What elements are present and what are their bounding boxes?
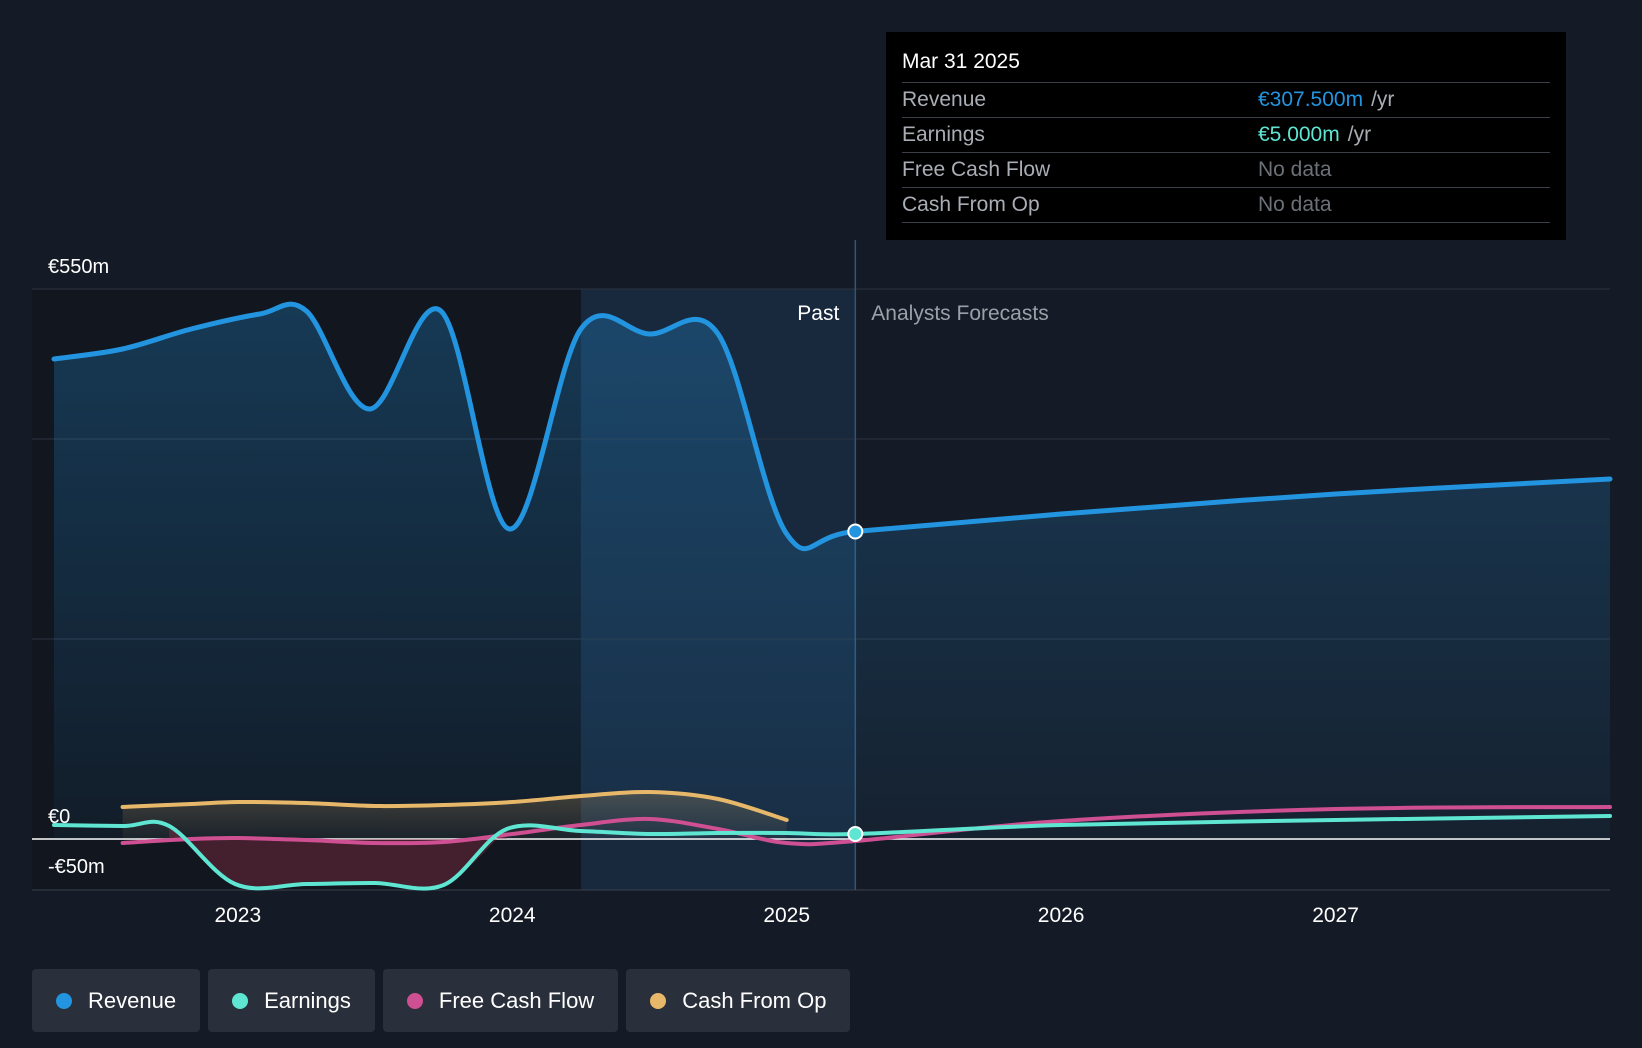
tooltip-row-revenue: Revenue €307.500m /yr <box>902 82 1550 117</box>
y-axis-label-zero: €0 <box>48 806 70 828</box>
legend-item-revenue[interactable]: Revenue <box>32 969 201 1032</box>
revenue-line <box>51 301 1613 552</box>
x-tick-label: 2023 <box>214 904 261 927</box>
legend-label: Revenue <box>88 987 177 1013</box>
tooltip-unit: /yr <box>1347 123 1372 146</box>
tooltip-row-cash-from-op: Cash From Op No data <box>902 187 1550 223</box>
legend-dot-icon <box>232 992 249 1009</box>
tooltip-value: No data <box>1258 193 1332 216</box>
legend-dot-icon <box>56 992 72 1009</box>
tooltip-date: Mar 31 2025 <box>902 50 1020 73</box>
y-axis-label-top: €550m <box>48 256 109 278</box>
x-tick-label: 2025 <box>763 904 810 927</box>
tooltip-label: Revenue <box>902 88 987 111</box>
revenue-area <box>54 304 1610 839</box>
x-tick-label: 2027 <box>1312 904 1359 927</box>
earnings-highlight-point <box>847 826 864 842</box>
y-axis-label-bottom: -€50m <box>48 856 105 878</box>
tooltip-panel: Mar 31 2025 Revenue €307.500m /yr Earnin… <box>886 32 1566 240</box>
tooltip-value: €307.500m <box>1258 88 1364 111</box>
tooltip-label: Cash From Op <box>902 193 1040 216</box>
tooltip-label: Earnings <box>902 123 985 146</box>
tooltip-row-free-cash-flow: Free Cash Flow No data <box>902 152 1550 187</box>
legend-label: Cash From Op <box>682 987 827 1013</box>
legend-dot-icon <box>406 992 423 1009</box>
legend-label: Free Cash Flow <box>438 987 595 1013</box>
legend-label: Earnings <box>264 987 351 1013</box>
section-label-past: Past <box>797 302 839 325</box>
legend-item-earnings[interactable]: Earnings <box>208 969 375 1032</box>
tooltip-value: No data <box>1258 158 1332 181</box>
tooltip-row-earnings: Earnings €5.000m /yr <box>902 117 1550 152</box>
x-tick-label: 2026 <box>1038 904 1085 927</box>
tooltip-unit: /yr <box>1371 88 1395 111</box>
legend-dot-icon <box>650 992 667 1009</box>
section-label-forecast: Analysts Forecasts <box>871 302 1048 325</box>
legend-item-free-cash-flow[interactable]: Free Cash Flow <box>382 969 619 1032</box>
cash-from-op-line <box>120 789 789 822</box>
free-cash-flow-line <box>120 805 1612 847</box>
earnings-line <box>52 814 1612 891</box>
revenue-highlight-point <box>847 523 864 540</box>
chart-legend: Revenue Earnings Free Cash Flow Cash Fro… <box>32 969 851 1032</box>
tooltip-value: €5.000m <box>1258 123 1340 146</box>
legend-item-cash-from-op[interactable]: Cash From Op <box>626 969 851 1032</box>
x-tick-label: 2024 <box>489 904 536 927</box>
tooltip-label: Free Cash Flow <box>902 158 1051 181</box>
